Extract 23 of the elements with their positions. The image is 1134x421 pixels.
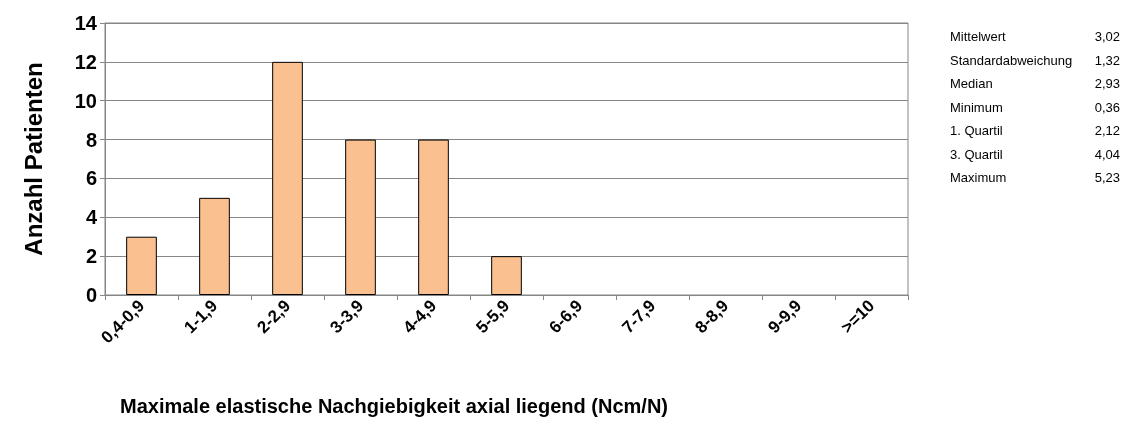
bar bbox=[126, 236, 157, 295]
text: Maximum 5,23 bbox=[950, 170, 1121, 185]
bar bbox=[199, 197, 230, 295]
y-axis-title: Anzahl Patienten bbox=[19, 62, 47, 256]
bar bbox=[491, 256, 522, 295]
text: 3. Quartil 4,04 bbox=[950, 146, 1121, 162]
text: 1. Quartil 2,12 bbox=[950, 123, 1121, 138]
text: Mittelwert 3,02 bbox=[950, 29, 1121, 44]
text: Minimum 0,36 bbox=[950, 99, 1121, 115]
y-tick-label: 6 bbox=[85, 167, 97, 190]
bar bbox=[345, 139, 376, 295]
y-tick-label: 12 bbox=[74, 50, 97, 73]
x-axis-title: Maximale elastische Nachgiebigkeit axial liegend (Ncm/N) bbox=[120, 395, 668, 417]
y-tick-label: 14 bbox=[74, 12, 98, 34]
bar bbox=[418, 139, 449, 295]
y-tick-label: 10 bbox=[74, 89, 97, 112]
y-tick-label: 8 bbox=[85, 128, 97, 151]
y-tick-label: 2 bbox=[85, 245, 97, 268]
y-tick-label: 4 bbox=[85, 206, 98, 229]
text: Standardabweichung 1,32 bbox=[950, 52, 1121, 68]
y-tick-label: 0 bbox=[85, 284, 97, 306]
text: Median 2,93 bbox=[950, 76, 1121, 91]
bar bbox=[272, 61, 303, 295]
